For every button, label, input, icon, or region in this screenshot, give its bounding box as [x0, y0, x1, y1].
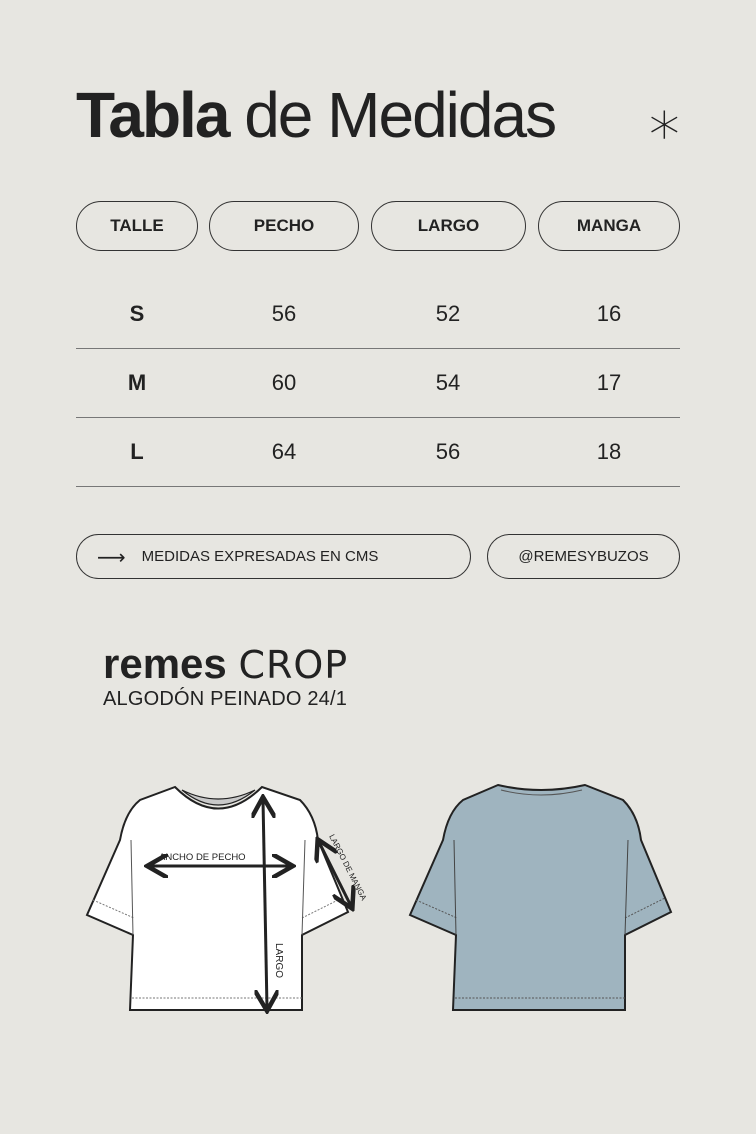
table-row: S 56 52 16: [76, 279, 680, 349]
chest-cell: 56: [271, 301, 297, 326]
units-note-text: MEDIDAS EXPRESADAS EN CMS: [141, 548, 379, 565]
length-cell: 54: [435, 370, 461, 395]
column-header-largo: LARGO: [371, 201, 526, 251]
units-note: ⟶ MEDIDAS EXPRESADAS EN CMS: [76, 534, 471, 579]
asterisk-icon: ∗: [645, 86, 684, 159]
front-shirt: ANCHO DE PECHO LARGO LARGO DE MANGA: [85, 785, 369, 1010]
size-cell: M: [127, 370, 147, 395]
sleeve-cell: 18: [596, 439, 622, 464]
back-shirt: [408, 783, 673, 1011]
sleeve-cell: 16: [596, 301, 622, 326]
arrow-right-icon: ⟶: [97, 544, 126, 569]
brand-logo: remes CROP: [103, 640, 348, 688]
sleeve-cell: 17: [596, 370, 622, 395]
chest-cell: 60: [271, 370, 297, 395]
handle-badge: @REMESYBUZOS: [487, 534, 680, 579]
column-header-talle: TALLE: [76, 201, 198, 251]
column-header-pecho: PECHO: [209, 201, 359, 251]
fabric-subtitle: ALGODÓN PEINADO 24/1: [103, 688, 348, 710]
page-title: Tabla de Medidas: [76, 78, 557, 152]
title-light: de Medidas: [244, 79, 557, 151]
table-row: M 60 54 17: [76, 348, 680, 418]
table-row: L 64 56 18: [76, 417, 680, 487]
length-cell: 52: [435, 301, 461, 326]
length-cell: 56: [435, 439, 461, 464]
size-cell: L: [130, 439, 144, 464]
chest-cell: 64: [271, 439, 297, 464]
column-header-manga: MANGA: [538, 201, 680, 251]
chest-label: ANCHO DE PECHO: [159, 852, 246, 863]
brand-light: CROP: [238, 643, 349, 687]
brand-bold: remes: [103, 640, 227, 687]
size-cell: S: [129, 301, 145, 326]
length-label: LARGO: [273, 943, 284, 978]
title-bold: Tabla: [76, 79, 230, 151]
